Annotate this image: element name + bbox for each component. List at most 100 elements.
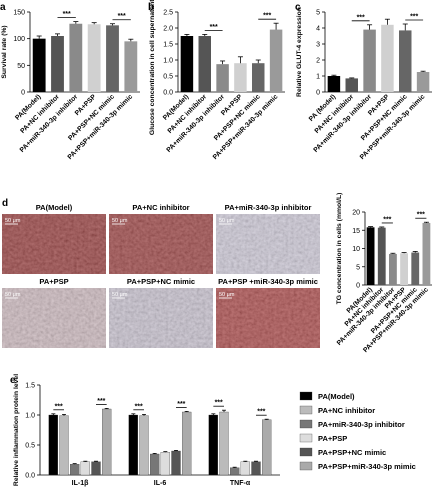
bar [345,78,358,92]
bar [234,63,247,92]
bar [363,29,376,93]
y-tick-label: 0 [356,283,360,290]
bar [399,30,412,92]
micrograph-texture [2,214,106,274]
y-tick-label: 2.0 [163,26,173,33]
y-tick-label: 1.0 [25,413,35,420]
scale-bar-label: 50 μm [219,292,235,298]
y-axis-label: Glucose concentration in cell supernatan… [149,0,156,135]
y-axis-label: Survival rate (%) [1,25,8,78]
scale-bar-label: 50 μm [219,218,235,224]
scale-bar-label: 50 μm [112,218,128,224]
bar [106,25,119,92]
y-tick-label: 2.5 [163,10,173,17]
bar [150,453,160,476]
image-label: PA+PSP +miR-340-3p mimic [218,277,318,286]
significance-label: *** [215,400,223,407]
legend-swatch [299,461,313,471]
bar [69,23,83,92]
y-tick-label: 100 [13,36,25,43]
image-label: PA+PSP+NC mimic [127,277,195,286]
significance-label: *** [357,14,365,21]
y-tick-label: 0.0 [163,90,173,97]
y-tick-label: 5 [316,10,320,17]
y-tick-label: 1.5 [25,383,35,390]
panel-letter: d [2,198,8,209]
x-tick-label: TNF-α [230,480,251,487]
bar [51,36,64,92]
bar [180,36,194,92]
image-label: PA(Model) [36,203,73,212]
legend-label: PA+PSP [318,434,347,443]
image-label: PA+NC inhibitor [132,203,189,212]
bar [102,408,112,476]
significance-label: *** [383,216,391,223]
bar [251,461,261,476]
legend-swatch [299,405,313,415]
panel-letter: e [10,375,16,386]
y-tick-label: 1.0 [163,58,173,65]
y-tick-label: 1.5 [163,42,173,49]
significance-label: *** [417,212,425,219]
significance-label: *** [63,11,71,18]
bar [198,36,211,92]
x-tick-label: IL-1β [72,480,89,487]
bar [400,253,408,285]
bar [80,461,90,476]
panel-letter: b [148,2,154,13]
bar [160,452,170,476]
bar [128,414,138,476]
panel-letter: a [0,2,6,13]
scale-bar-label: 50 μm [5,218,21,224]
y-tick-label: 0.0 [25,473,35,480]
bar [377,227,386,285]
bar [269,29,283,93]
bar [416,72,430,92]
micrograph-texture [2,288,106,348]
bar [381,24,394,92]
legend-swatch [299,433,313,443]
y-tick-label: 0 [316,90,320,97]
significance-label: *** [97,398,105,405]
scale-bar-label: 50 μm [112,292,128,298]
y-tick-label: 20 [352,210,360,217]
significance-label: *** [257,409,265,416]
bar [389,253,397,285]
bar [87,24,101,93]
y-tick-label: 150 [13,10,25,17]
bar [208,414,218,476]
bar [171,450,181,476]
bar [70,464,80,476]
legend-swatch [299,419,313,429]
legend-label: PA(Model) [318,392,355,401]
image-label: PA+miR-340-3p inhibitor [225,203,312,212]
significance-label: *** [410,14,418,21]
bar [240,461,250,476]
y-tick-label: 0.5 [25,443,35,450]
bar [366,227,375,285]
y-tick-label: 0 [21,90,25,97]
image-label: PA+PSP [39,277,68,286]
legend-label: PA+NC inhibitor [318,406,375,415]
micrograph-texture [216,288,320,348]
y-tick-label: 3 [316,42,320,49]
legend-label: PA+PSP+miR-340-3p mimic [318,462,416,471]
bar [216,64,229,92]
bar [327,76,341,92]
bar [124,41,138,92]
legend-swatch [299,447,313,457]
bar [91,461,101,476]
bar [262,419,272,476]
bar [219,411,229,476]
panel-letter: c [295,2,301,13]
y-axis-label: Relative GLUT-4 expression [296,7,303,97]
micrograph-texture [109,288,213,348]
micrograph-texture [109,214,213,274]
significance-label: *** [135,403,143,410]
significance-label: *** [263,13,271,20]
significance-label: *** [118,13,126,20]
legend-label: PA+miR-340-3p inhibitor [318,420,405,429]
scale-bar-label: 50 μm [5,292,21,298]
legend-label: PA+PSP+NC mimic [318,448,386,457]
